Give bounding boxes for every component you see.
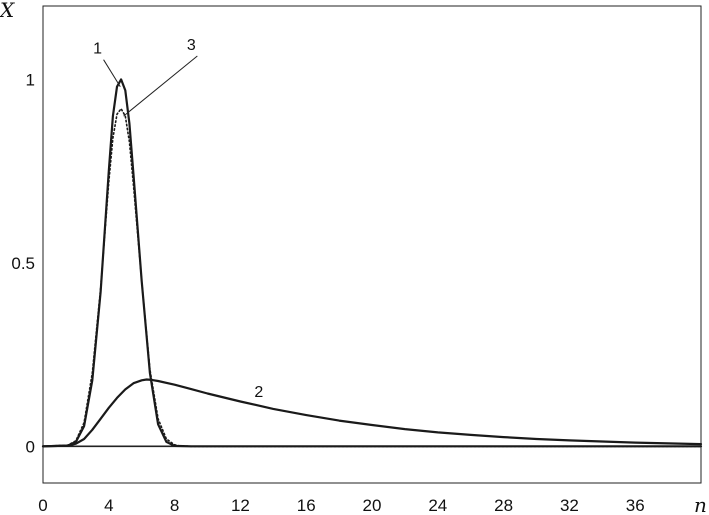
y-tick-labels: 00.51 <box>11 70 35 456</box>
series-line-1 <box>41 78 703 448</box>
x-tick-label: 12 <box>231 496 250 515</box>
x-tick-label: 36 <box>626 496 645 515</box>
curve-label-3: 3 <box>187 37 196 54</box>
y-tick-label: 0.5 <box>11 254 35 273</box>
y-tick-label: 0 <box>26 437 35 456</box>
x-tick-label: 24 <box>428 496 447 515</box>
annotation-leader-3 <box>123 55 198 117</box>
x-tick-label: 0 <box>38 496 47 515</box>
x-tick-label: 4 <box>104 496 113 515</box>
annotation-layer: 1 3 2 <box>93 37 263 401</box>
x-tick-label: 20 <box>363 496 382 515</box>
y-tick-label: 1 <box>26 70 35 89</box>
series-line-2 <box>41 378 703 448</box>
series-layer <box>41 78 703 448</box>
plot-frame <box>42 5 702 484</box>
y-axis-label: X <box>0 0 15 22</box>
x-tick-label: 32 <box>560 496 579 515</box>
x-axis-label: n <box>694 493 707 515</box>
x-tick-label: 8 <box>170 496 179 515</box>
x-tick-label: 28 <box>494 496 513 515</box>
annotation-leader-1 <box>103 59 121 87</box>
curve-label-2: 2 <box>254 384 263 401</box>
series-line-3 <box>42 107 702 448</box>
x-tick-label: 16 <box>297 496 316 515</box>
x-tick-labels: 0 4 8 12 16 20 24 28 32 36 <box>38 496 644 515</box>
curve-label-1: 1 <box>93 41 102 58</box>
